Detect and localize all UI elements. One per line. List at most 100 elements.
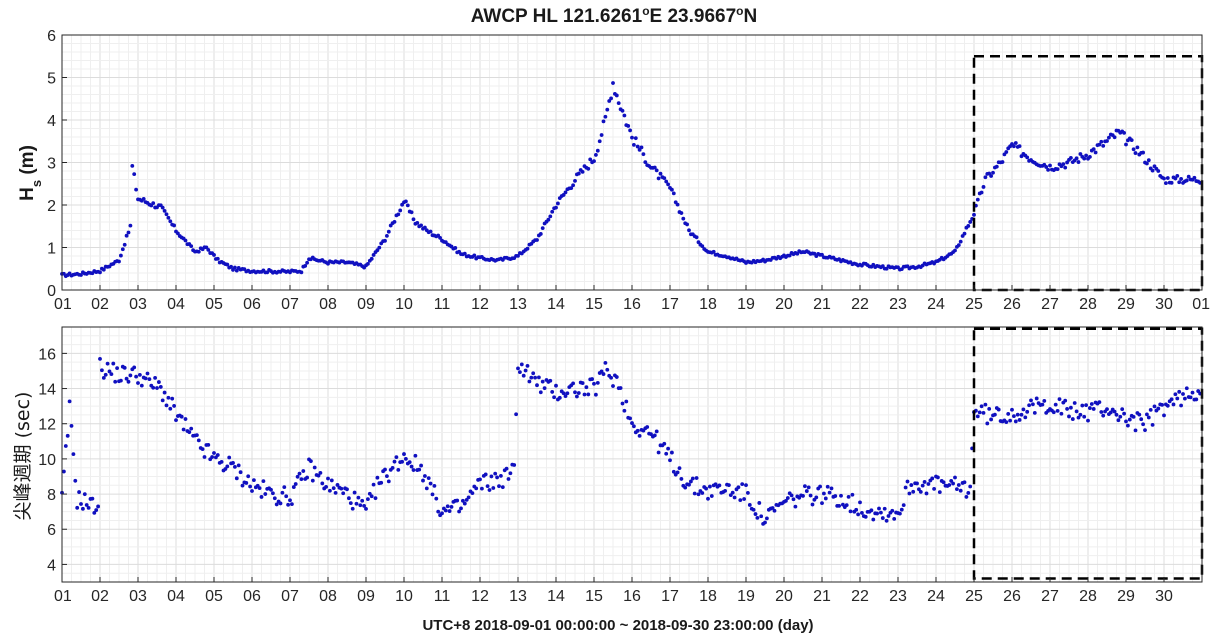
data-point xyxy=(911,489,916,494)
data-point xyxy=(689,479,693,484)
data-point xyxy=(1032,410,1037,415)
x-tick-label: 06 xyxy=(243,588,261,605)
data-point xyxy=(290,502,294,506)
data-point xyxy=(1148,407,1153,412)
data-point xyxy=(219,459,224,464)
data-point xyxy=(162,208,167,213)
data-point xyxy=(160,398,165,403)
title-segment: E 23.9667 xyxy=(650,6,737,27)
y-tick-label: 4 xyxy=(47,557,56,574)
data-point xyxy=(1091,407,1096,411)
data-point xyxy=(803,484,807,489)
data-point xyxy=(1127,417,1132,422)
data-point xyxy=(1118,414,1123,419)
data-point xyxy=(352,490,357,495)
data-point xyxy=(953,475,957,480)
data-point xyxy=(356,495,361,500)
data-point xyxy=(563,190,568,195)
data-point xyxy=(681,216,686,221)
data-point xyxy=(622,113,627,118)
data-point xyxy=(791,497,796,502)
data-point xyxy=(1120,407,1125,412)
data-point xyxy=(744,483,748,488)
data-point xyxy=(202,455,207,459)
data-point xyxy=(449,504,454,509)
data-point xyxy=(958,488,963,493)
data-point xyxy=(671,191,676,196)
data-point xyxy=(417,467,422,472)
data-point xyxy=(563,394,568,399)
data-point xyxy=(1126,423,1130,428)
data-point xyxy=(890,508,895,513)
data-point xyxy=(348,501,353,506)
data-point xyxy=(172,404,177,408)
data-point xyxy=(991,170,995,175)
data-point xyxy=(1069,405,1073,410)
x-tick-label: 04 xyxy=(167,588,185,605)
data-point xyxy=(540,226,545,230)
x-tick-label: 27 xyxy=(1041,296,1059,313)
data-point xyxy=(364,506,368,511)
data-point xyxy=(1012,144,1016,149)
data-point xyxy=(309,459,313,464)
data-point xyxy=(1175,396,1180,401)
data-point xyxy=(405,203,410,208)
data-point xyxy=(918,489,923,494)
data-point xyxy=(972,212,976,217)
data-point xyxy=(385,233,389,238)
data-point xyxy=(1088,406,1092,410)
x-tick-label: 28 xyxy=(1079,296,1097,313)
x-tick-label: 17 xyxy=(661,296,679,313)
data-point xyxy=(101,375,106,380)
data-point xyxy=(740,482,745,487)
data-point xyxy=(1074,156,1079,161)
data-point xyxy=(580,381,585,385)
data-point xyxy=(989,174,993,178)
data-point xyxy=(823,496,828,501)
data-point xyxy=(1145,412,1149,417)
data-point xyxy=(1165,403,1170,408)
data-point xyxy=(668,458,672,463)
data-point xyxy=(474,486,479,491)
data-point xyxy=(383,467,387,472)
data-point xyxy=(755,515,760,520)
data-point xyxy=(1029,398,1033,403)
data-point xyxy=(535,383,539,388)
data-point xyxy=(1150,168,1155,173)
data-point xyxy=(115,366,119,371)
data-point xyxy=(310,478,315,483)
x-tick-label: 19 xyxy=(737,296,755,313)
data-point xyxy=(162,390,167,395)
y-tick-label: 2 xyxy=(47,198,56,215)
data-point xyxy=(814,495,819,500)
data-point xyxy=(654,168,659,173)
data-point xyxy=(1105,407,1109,412)
data-point xyxy=(1046,167,1050,172)
data-point xyxy=(147,377,152,382)
data-point xyxy=(772,508,777,513)
data-point xyxy=(333,490,338,495)
data-point xyxy=(1152,404,1157,409)
x-tick-label: 07 xyxy=(281,588,299,605)
data-point xyxy=(145,371,150,376)
x-tick-label: 25 xyxy=(965,588,983,605)
data-point xyxy=(542,386,547,391)
data-point xyxy=(134,187,139,192)
data-point xyxy=(1179,177,1183,181)
data-point xyxy=(84,503,89,507)
y-tick-label: 5 xyxy=(47,71,56,88)
data-point xyxy=(158,385,163,389)
data-point xyxy=(1145,161,1149,166)
data-point xyxy=(641,152,646,157)
data-point xyxy=(124,233,129,238)
data-point xyxy=(683,485,688,490)
data-point xyxy=(485,484,490,489)
data-point xyxy=(993,412,997,417)
data-point xyxy=(101,267,106,272)
data-point xyxy=(409,464,414,469)
data-point xyxy=(662,176,667,181)
data-point xyxy=(806,485,811,490)
data-point xyxy=(664,451,669,456)
